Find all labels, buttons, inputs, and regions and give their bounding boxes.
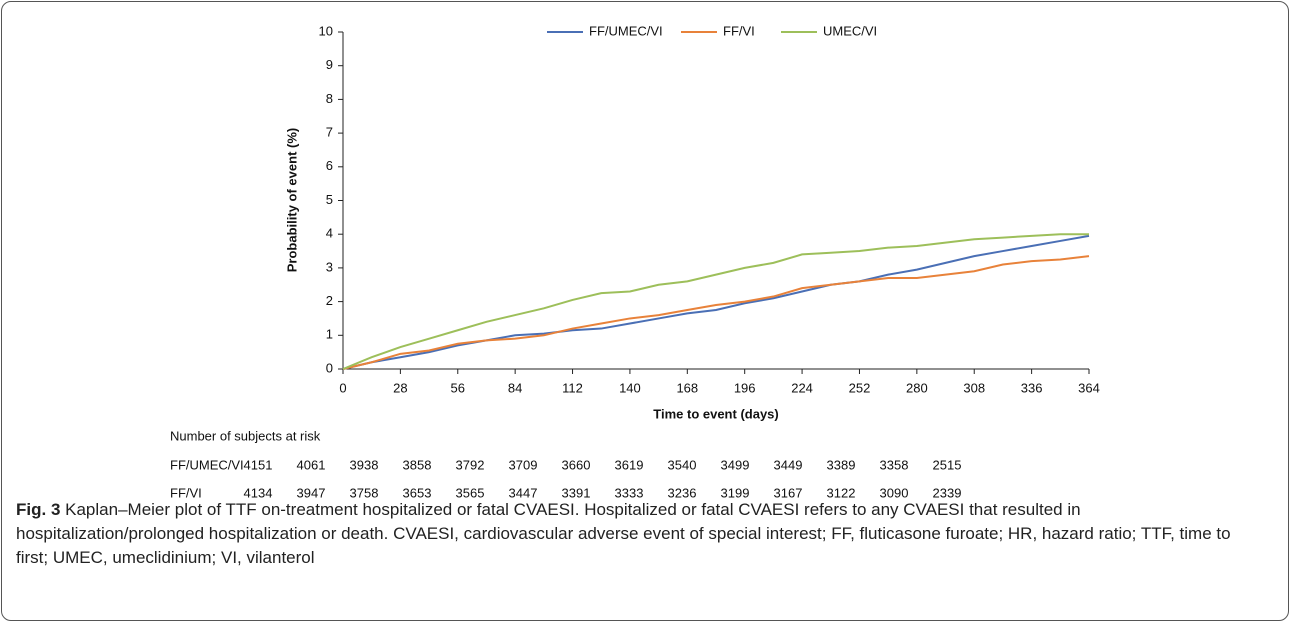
at-risk-value: 4061: [297, 457, 326, 472]
y-tick-label: 6: [326, 158, 333, 173]
at-risk-name: FF/VI: [170, 485, 202, 500]
at-risk-value: 3758: [350, 485, 379, 500]
y-axis-label: Probability of event (%): [284, 128, 299, 272]
at-risk-value: 3447: [509, 485, 538, 500]
at-risk-value: 3358: [880, 457, 909, 472]
y-tick-label: 10: [319, 23, 333, 38]
x-tick-label: 0: [339, 380, 346, 395]
at-risk-value: 2515: [933, 457, 962, 472]
y-tick-label: 7: [326, 125, 333, 140]
x-tick-label: 28: [393, 380, 407, 395]
x-axis-label: Time to event (days): [653, 406, 778, 421]
x-tick-label: 224: [791, 380, 813, 395]
at-risk-name: FF/UMEC/VI: [170, 457, 244, 472]
y-tick-label: 4: [326, 226, 333, 241]
x-tick-label: 196: [734, 380, 756, 395]
at-risk-value: 3792: [456, 457, 485, 472]
x-tick-label: 280: [906, 380, 928, 395]
y-tick-label: 8: [326, 91, 333, 106]
x-tick-label: 336: [1021, 380, 1043, 395]
y-tick-label: 5: [326, 192, 333, 207]
x-tick-label: 168: [676, 380, 698, 395]
at-risk-value: 3709: [509, 457, 538, 472]
y-tick-label: 3: [326, 259, 333, 274]
at-risk-value: 3858: [403, 457, 432, 472]
at-risk-value: 3499: [721, 457, 750, 472]
legend-label: FF/VI: [723, 23, 755, 38]
caption-label: Fig. 3: [16, 500, 61, 519]
x-tick-label: 364: [1078, 380, 1100, 395]
at-risk-value: 3090: [880, 485, 909, 500]
at-risk-value: 3199: [721, 485, 750, 500]
at-risk-value: 3122: [827, 485, 856, 500]
series-line: [342, 233, 1089, 370]
at-risk-value: 4151: [244, 457, 273, 472]
y-tick-label: 1: [326, 327, 333, 342]
y-tick-label: 0: [326, 360, 333, 375]
y-tick-label: 2: [326, 293, 333, 308]
chart: Probability of event (%) Time to event (…: [170, 23, 1100, 500]
at-risk-value: 3619: [615, 457, 644, 472]
x-tick-label: 56: [451, 380, 465, 395]
x-tick-label: 308: [963, 380, 985, 395]
at-risk-value: 3653: [403, 485, 432, 500]
at-risk-value: 3947: [297, 485, 326, 500]
at-risk-value: 3333: [615, 485, 644, 500]
x-tick-label: 112: [562, 380, 583, 395]
caption: Fig. 3 Kaplan–Meier plot of TTF on-treat…: [16, 498, 1266, 570]
x-tick-label: 252: [849, 380, 871, 395]
at-risk-value: 3391: [562, 485, 591, 500]
series-line: [342, 234, 1090, 370]
at-risk-value: 4134: [244, 485, 273, 500]
at-risk-value: 3565: [456, 485, 485, 500]
legend-label: FF/UMEC/VI: [589, 23, 663, 38]
at-risk-value: 3389: [827, 457, 856, 472]
at-risk-value: 3540: [668, 457, 697, 472]
at-risk-value: 3938: [350, 457, 379, 472]
caption-text: Kaplan–Meier plot of TTF on-treatment ho…: [16, 500, 1231, 567]
y-tick-label: 9: [326, 57, 333, 72]
legend-label: UMEC/VI: [823, 23, 877, 38]
at-risk-value: 3236: [668, 485, 697, 500]
x-tick-label: 84: [508, 380, 522, 395]
x-tick-label: 140: [619, 380, 641, 395]
series-line: [342, 255, 1090, 370]
at-risk-value: 2339: [933, 485, 962, 500]
at-risk-value: 3167: [774, 485, 803, 500]
at-risk-value: 3449: [774, 457, 803, 472]
at-risk-title: Number of subjects at risk: [170, 428, 321, 443]
at-risk-value: 3660: [562, 457, 591, 472]
